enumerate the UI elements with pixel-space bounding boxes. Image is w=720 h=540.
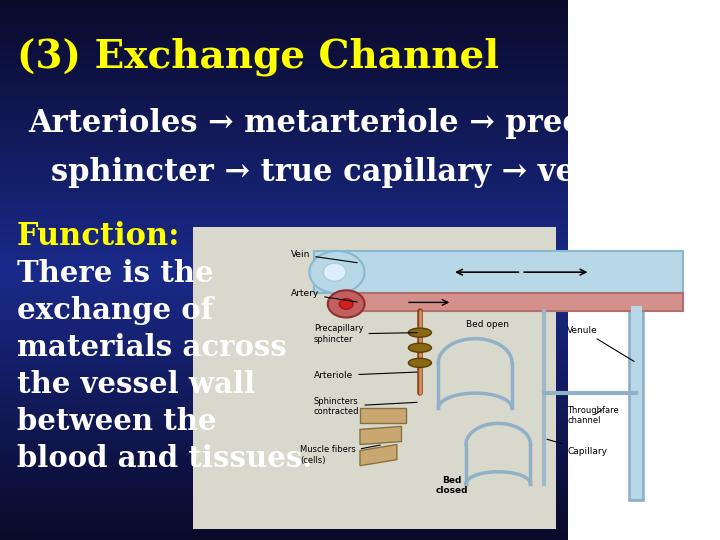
Polygon shape: [360, 427, 402, 444]
Ellipse shape: [408, 343, 431, 352]
Text: (3) Exchange Channel: (3) Exchange Channel: [17, 38, 499, 76]
Text: Bed open: Bed open: [466, 320, 509, 329]
Ellipse shape: [310, 251, 364, 293]
Text: sphincter → true capillary → veinules: sphincter → true capillary → veinules: [51, 157, 679, 187]
Text: Arterioles → metarteriole → precapillary: Arterioles → metarteriole → precapillary: [28, 108, 711, 139]
Text: Vein: Vein: [291, 250, 357, 262]
Ellipse shape: [408, 359, 431, 367]
Text: Bed
closed: Bed closed: [436, 476, 469, 495]
Text: Venule: Venule: [567, 326, 634, 361]
Text: There is the
exchange of
materials across
the vessel wall
between the
blood and : There is the exchange of materials acros…: [17, 259, 312, 474]
Text: Arteriole: Arteriole: [314, 371, 417, 380]
Text: Sphincters
contracted: Sphincters contracted: [314, 397, 417, 416]
Text: Throughfare
channel: Throughfare channel: [567, 406, 619, 426]
Text: Precapillary
sphincter: Precapillary sphincter: [314, 325, 417, 344]
Ellipse shape: [328, 291, 364, 318]
Text: Muscle fibers
(cells): Muscle fibers (cells): [300, 445, 380, 465]
Polygon shape: [314, 251, 683, 293]
Ellipse shape: [323, 263, 346, 281]
Polygon shape: [337, 293, 683, 312]
Ellipse shape: [408, 328, 431, 337]
Ellipse shape: [339, 299, 353, 309]
FancyBboxPatch shape: [193, 227, 557, 529]
Polygon shape: [360, 444, 397, 465]
Text: Function:: Function:: [17, 221, 181, 252]
Polygon shape: [360, 408, 406, 423]
Text: Capillary: Capillary: [547, 439, 608, 456]
Text: Artery: Artery: [291, 289, 357, 302]
